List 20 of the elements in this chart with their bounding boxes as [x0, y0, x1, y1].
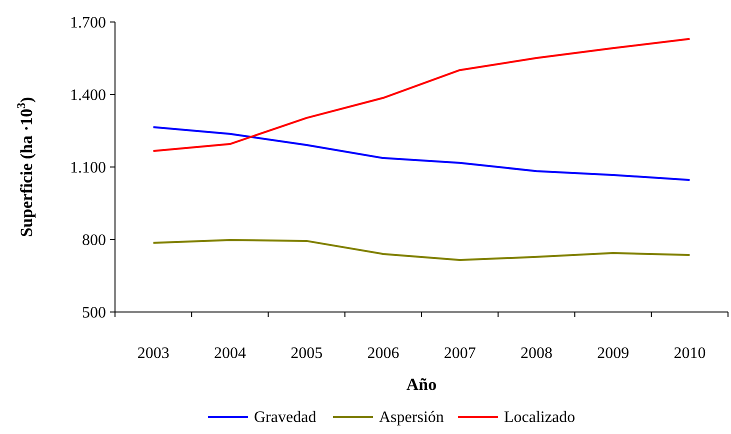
x-tick-label: 2010: [674, 345, 706, 362]
x-tick-label: 2005: [290, 345, 323, 362]
x-tick-label: 2004: [214, 345, 246, 362]
x-axis-title: Año: [406, 375, 437, 394]
x-tick-label: 2009: [597, 345, 630, 362]
line-series: [152, 126, 691, 182]
legend-label: Aspersión: [379, 409, 444, 426]
x-tick-label: 2003: [137, 345, 170, 362]
y-tick-label: 1.700: [70, 14, 106, 32]
y-tick-label: 1.100: [70, 160, 106, 177]
x-tick-label: 2007: [444, 345, 476, 362]
x-tick-label: 2008: [520, 345, 552, 362]
y-tick-label: 800: [82, 232, 106, 250]
x-tick-label: 2006: [367, 345, 400, 362]
y-tick-label: 1.400: [70, 87, 106, 104]
y-tick-label: 500: [82, 304, 106, 322]
line-series: [152, 238, 691, 262]
line-series: [152, 38, 691, 152]
legend-label: Gravedad: [254, 409, 316, 426]
legend-label: Localizado: [504, 409, 576, 426]
